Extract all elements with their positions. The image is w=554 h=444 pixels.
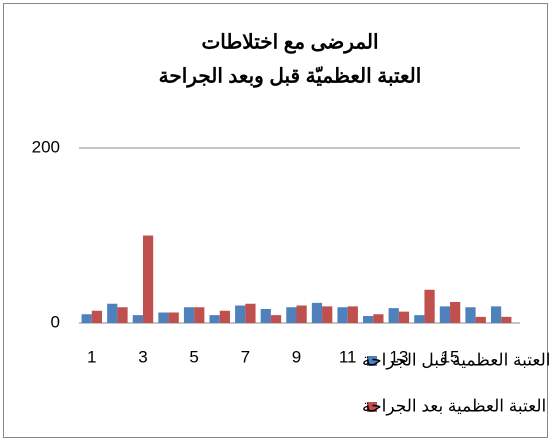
chart-title: العتبة العظميّة قبل وبعد الجراحة	[159, 65, 422, 88]
x-tick-label: 3	[138, 347, 147, 366]
y-tick-label: 0	[51, 312, 60, 331]
x-tick-label: 9	[292, 347, 301, 366]
bar	[245, 303, 256, 323]
bar	[296, 305, 307, 323]
bar	[286, 307, 297, 323]
bar	[450, 302, 461, 323]
chart-title: المرضى مع اختلاطات	[201, 31, 378, 54]
bar	[439, 306, 451, 323]
x-tick-label: 11	[339, 347, 357, 366]
bar	[347, 306, 358, 323]
bar	[260, 309, 271, 323]
bar	[194, 307, 205, 323]
legend-swatch	[367, 356, 377, 366]
bar	[337, 307, 348, 323]
bar	[219, 310, 230, 323]
bar	[311, 302, 323, 323]
bar	[142, 235, 154, 323]
bar	[235, 305, 246, 323]
bar	[270, 315, 282, 323]
x-tick-label: 5	[189, 347, 198, 366]
bar	[424, 289, 435, 323]
chart-border	[3, 3, 548, 438]
bar	[81, 314, 92, 323]
bar	[158, 312, 169, 323]
legend-swatch	[367, 402, 377, 412]
bar	[168, 312, 179, 323]
bar	[91, 310, 103, 323]
x-tick-label: 7	[241, 347, 250, 366]
bar	[183, 307, 195, 323]
bar	[465, 307, 476, 323]
bar	[388, 308, 399, 323]
bar	[373, 314, 384, 323]
legend-label: العتبة العظمية قبل الجراحة	[362, 350, 551, 370]
bar	[117, 307, 128, 323]
bar	[209, 315, 220, 323]
bar	[475, 316, 486, 323]
bar	[398, 311, 410, 323]
x-tick-label: 1	[87, 347, 96, 366]
legend-label: العتبة العظمية بعد الجراحة	[362, 396, 546, 416]
x-tick-label: 15	[441, 347, 460, 366]
bar	[490, 306, 502, 323]
y-tick-label: 200	[32, 137, 60, 156]
bar	[322, 306, 333, 323]
bar	[501, 316, 512, 323]
bar	[363, 316, 374, 323]
x-tick-label: 13	[389, 347, 408, 366]
bar	[132, 315, 143, 323]
bar	[414, 315, 425, 323]
bar	[107, 303, 118, 323]
